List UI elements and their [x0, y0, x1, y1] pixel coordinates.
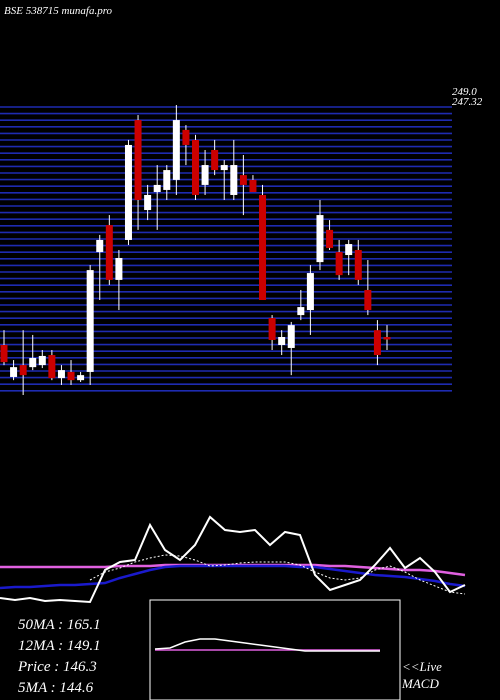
- candle-body: [364, 289, 372, 311]
- candle-body: [86, 270, 94, 372]
- candle-body: [211, 149, 219, 171]
- candle-body: [278, 337, 286, 345]
- candle-body: [306, 273, 314, 311]
- candle-body: [182, 129, 190, 145]
- info-line: 50MA : 165.1: [18, 617, 101, 633]
- info-line: 5MA : 144.6: [18, 680, 94, 696]
- candle-body: [354, 250, 362, 280]
- candle-body: [124, 144, 132, 240]
- candle-body: [316, 215, 324, 263]
- candle-body: [383, 337, 391, 340]
- candle-body: [10, 367, 18, 377]
- candle-body: [373, 330, 381, 356]
- candle-body: [335, 252, 343, 276]
- candle-body: [57, 370, 65, 379]
- indicator-line: [0, 564, 466, 590]
- y-tick-label: 247.32: [452, 96, 483, 108]
- candle-body: [67, 371, 75, 381]
- candle-body: [163, 170, 171, 190]
- candle-body: [259, 194, 267, 301]
- indicator-line: [154, 638, 380, 652]
- info-line: Price : 146.3: [17, 659, 97, 675]
- candle-body: [268, 318, 276, 340]
- candle-body: [96, 239, 104, 253]
- candle-body: [297, 307, 305, 316]
- live-label: <<Live: [402, 659, 442, 674]
- candle-body: [77, 375, 85, 381]
- candle-body: [48, 355, 56, 379]
- candle-body: [201, 165, 209, 185]
- candle-body: [153, 184, 161, 192]
- indicator-line: [0, 515, 466, 604]
- indicator-line: [89, 554, 466, 595]
- candle-body: [144, 194, 152, 211]
- candle-body: [230, 165, 238, 195]
- candle-body: [326, 229, 334, 248]
- candle-body: [115, 257, 123, 280]
- candle-body: [192, 139, 199, 195]
- chart-title: BSE 538715 munafa.pro: [4, 5, 113, 17]
- candle-body: [29, 358, 37, 368]
- candle-body: [105, 225, 113, 280]
- y-tick-label: 249.0: [452, 86, 477, 98]
- macd-box: [149, 599, 401, 700]
- candle-body: [239, 175, 247, 185]
- macd-label: MACD: [401, 676, 439, 691]
- candle-body: [249, 179, 257, 192]
- candle-body: [345, 244, 353, 256]
- candle-body: [19, 365, 27, 376]
- candle-body: [172, 120, 180, 180]
- candle-body: [134, 120, 142, 200]
- candle-body: [0, 344, 8, 363]
- candle-body: [220, 165, 228, 171]
- candle-body: [287, 325, 295, 348]
- candle-body: [38, 355, 46, 366]
- info-line: 12MA : 149.1: [18, 638, 101, 654]
